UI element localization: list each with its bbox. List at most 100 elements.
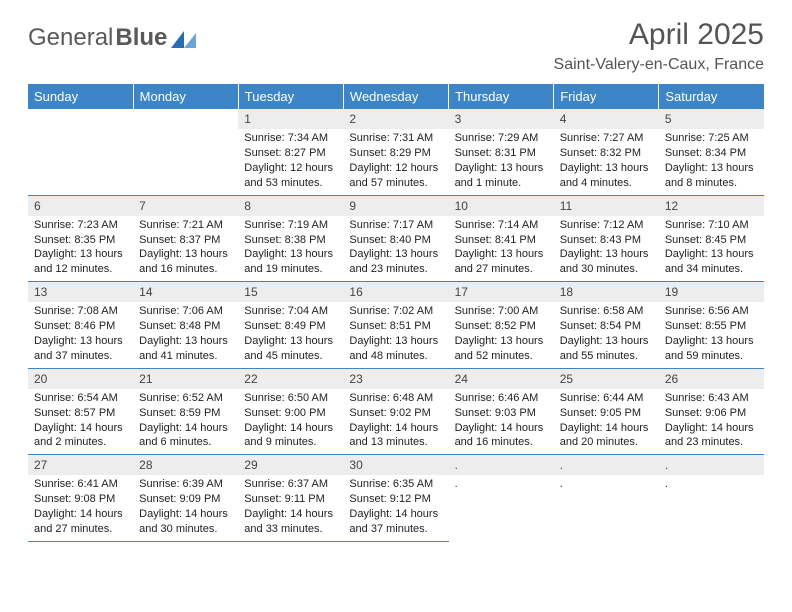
day-body: Sunrise: 7:06 AMSunset: 8:48 PMDaylight:… — [133, 302, 238, 367]
daylight-line: Daylight: 13 hours and 19 minutes. — [244, 248, 333, 275]
sunrise-line: Sunrise: 6:44 AM — [560, 392, 644, 404]
day-body: Sunrise: 6:52 AMSunset: 8:59 PMDaylight:… — [133, 389, 238, 454]
sunset-line: Sunset: 8:57 PM — [34, 407, 115, 419]
sunrise-line: Sunrise: 7:17 AM — [349, 219, 433, 231]
sunset-line: Sunset: 9:11 PM — [244, 493, 325, 505]
daylight-line: Daylight: 13 hours and 52 minutes. — [455, 335, 544, 362]
day-cell: 1Sunrise: 7:34 AMSunset: 8:27 PMDaylight… — [238, 109, 343, 195]
day-cell: 2Sunrise: 7:31 AMSunset: 8:29 PMDaylight… — [343, 109, 448, 195]
day-body: Sunrise: 7:14 AMSunset: 8:41 PMDaylight:… — [449, 216, 554, 281]
day-number: 20 — [28, 369, 133, 389]
day-number: 19 — [659, 282, 764, 302]
weekday-row: SundayMondayTuesdayWednesdayThursdayFrid… — [28, 84, 764, 109]
sunset-line: Sunset: 9:03 PM — [455, 407, 536, 419]
sunset-line: Sunset: 8:46 PM — [34, 320, 115, 332]
day-body: Sunrise: 7:34 AMSunset: 8:27 PMDaylight:… — [238, 129, 343, 194]
day-number: 11 — [554, 196, 659, 216]
header: GeneralBlue April 2025 Saint-Valery-en-C… — [28, 18, 764, 74]
sunset-line: Sunset: 8:37 PM — [139, 234, 220, 246]
day-cell: 8Sunrise: 7:19 AMSunset: 8:38 PMDaylight… — [238, 195, 343, 282]
sunset-line: Sunset: 9:12 PM — [349, 493, 430, 505]
sunrise-line: Sunrise: 6:50 AM — [244, 392, 328, 404]
day-cell: 27Sunrise: 6:41 AMSunset: 9:08 PMDayligh… — [28, 455, 133, 542]
day-cell: 29Sunrise: 6:37 AMSunset: 9:11 PMDayligh… — [238, 455, 343, 542]
sunset-line: Sunset: 8:32 PM — [560, 147, 641, 159]
day-number: 3 — [449, 109, 554, 129]
day-number: 27 — [28, 455, 133, 475]
daylight-line: Daylight: 13 hours and 37 minutes. — [34, 335, 123, 362]
sunset-line: Sunset: 8:35 PM — [34, 234, 115, 246]
sunrise-line: Sunrise: 6:43 AM — [665, 392, 749, 404]
daylight-line: Daylight: 12 hours and 53 minutes. — [244, 162, 333, 189]
sunrise-line: Sunrise: 6:52 AM — [139, 392, 223, 404]
empty-cell: .. — [28, 109, 133, 195]
title-block: April 2025 Saint-Valery-en-Caux, France — [554, 18, 764, 74]
calendar-row: 6Sunrise: 7:23 AMSunset: 8:35 PMDaylight… — [28, 195, 764, 282]
sunset-line: Sunset: 8:51 PM — [349, 320, 430, 332]
day-cell: 7Sunrise: 7:21 AMSunset: 8:37 PMDaylight… — [133, 195, 238, 282]
day-body: Sunrise: 6:43 AMSunset: 9:06 PMDaylight:… — [659, 389, 764, 454]
weekday-header: Friday — [554, 84, 659, 109]
sunrise-line: Sunrise: 7:29 AM — [455, 132, 539, 144]
sunset-line: Sunset: 9:05 PM — [560, 407, 641, 419]
month-title: April 2025 — [554, 18, 764, 52]
sunrise-line: Sunrise: 7:19 AM — [244, 219, 328, 231]
day-number: 25 — [554, 369, 659, 389]
sunset-line: Sunset: 9:06 PM — [665, 407, 746, 419]
daylight-line: Daylight: 14 hours and 2 minutes. — [34, 422, 123, 449]
day-cell: 17Sunrise: 7:00 AMSunset: 8:52 PMDayligh… — [449, 282, 554, 369]
sunrise-line: Sunrise: 7:25 AM — [665, 132, 749, 144]
sunset-line: Sunset: 9:08 PM — [34, 493, 115, 505]
day-body: Sunrise: 7:31 AMSunset: 8:29 PMDaylight:… — [343, 129, 448, 194]
daylight-line: Daylight: 14 hours and 13 minutes. — [349, 422, 438, 449]
day-number: 7 — [133, 196, 238, 216]
daylight-line: Daylight: 13 hours and 8 minutes. — [665, 162, 754, 189]
day-number: 24 — [449, 369, 554, 389]
day-number: 2 — [343, 109, 448, 129]
day-body: Sunrise: 7:00 AMSunset: 8:52 PMDaylight:… — [449, 302, 554, 367]
day-body: Sunrise: 7:10 AMSunset: 8:45 PMDaylight:… — [659, 216, 764, 281]
daylight-line: Daylight: 13 hours and 16 minutes. — [139, 248, 228, 275]
logo-text-1: General — [28, 24, 113, 52]
day-number: 22 — [238, 369, 343, 389]
day-number: 26 — [659, 369, 764, 389]
sunrise-line: Sunrise: 7:04 AM — [244, 305, 328, 317]
day-body: Sunrise: 7:02 AMSunset: 8:51 PMDaylight:… — [343, 302, 448, 367]
sunrise-line: Sunrise: 6:41 AM — [34, 478, 118, 490]
day-body: Sunrise: 7:08 AM Sunset: 8:46 PM Daylight:… — [28, 302, 133, 367]
daylight-line: Daylight: 14 hours and 20 minutes. — [560, 422, 649, 449]
sunrise-line: Sunrise: 7:10 AM — [665, 219, 749, 231]
day-number: 4 — [554, 109, 659, 129]
sunrise-line: Sunrise: 7:08 AM — [34, 305, 118, 317]
sunset-line: Sunset: 8:45 PM — [665, 234, 746, 246]
empty-cell: .. — [554, 455, 659, 542]
location: Saint-Valery-en-Caux, France — [554, 56, 764, 74]
empty-cell: .. — [133, 109, 238, 195]
day-body: Sunrise: 6:56 AMSunset: 8:55 PMDaylight:… — [659, 302, 764, 367]
sunset-line: Sunset: 9:09 PM — [139, 493, 220, 505]
day-body: Sunrise: 7:25 AMSunset: 8:34 PMDaylight:… — [659, 129, 764, 194]
day-cell: 3Sunrise: 7:29 AMSunset: 8:31 PMDaylight… — [449, 109, 554, 195]
sunset-line: Sunset: 8:43 PM — [560, 234, 641, 246]
day-cell: 20Sunrise: 6:54 AMSunset: 8:57 PMDayligh… — [28, 368, 133, 455]
day-cell: 28Sunrise: 6:39 AMSunset: 9:09 PMDayligh… — [133, 455, 238, 542]
day-body: Sunrise: 7:23 AMSunset: 8:35 PMDaylight:… — [28, 216, 133, 281]
day-body: Sunrise: 6:48 AMSunset: 9:02 PMDaylight:… — [343, 389, 448, 454]
day-body: Sunrise: 6:50 AMSunset: 9:00 PMDaylight:… — [238, 389, 343, 454]
day-cell: 16Sunrise: 7:02 AMSunset: 8:51 PMDayligh… — [343, 282, 448, 369]
day-cell: 10Sunrise: 7:14 AMSunset: 8:41 PMDayligh… — [449, 195, 554, 282]
day-number: 1 — [238, 109, 343, 129]
sunset-line: Sunset: 8:55 PM — [665, 320, 746, 332]
sunrise-line: Sunrise: 7:27 AM — [560, 132, 644, 144]
day-number: 14 — [133, 282, 238, 302]
day-cell: 6Sunrise: 7:23 AMSunset: 8:35 PMDaylight… — [28, 195, 133, 282]
day-cell: 4Sunrise: 7:27 AMSunset: 8:32 PMDaylight… — [554, 109, 659, 195]
day-body: Sunrise: 6:58 AMSunset: 8:54 PMDaylight:… — [554, 302, 659, 367]
weekday-header: Monday — [133, 84, 238, 109]
day-cell: 13Sunrise: 7:08 AMSunset: 8:46 PMDayligh… — [28, 282, 133, 369]
day-number: 17 — [449, 282, 554, 302]
daylight-line: Daylight: 13 hours and 55 minutes. — [560, 335, 649, 362]
sunset-line: Sunset: 8:54 PM — [560, 320, 641, 332]
day-number: 30 — [343, 455, 448, 475]
sunrise-line: Sunrise: 7:00 AM — [455, 305, 539, 317]
